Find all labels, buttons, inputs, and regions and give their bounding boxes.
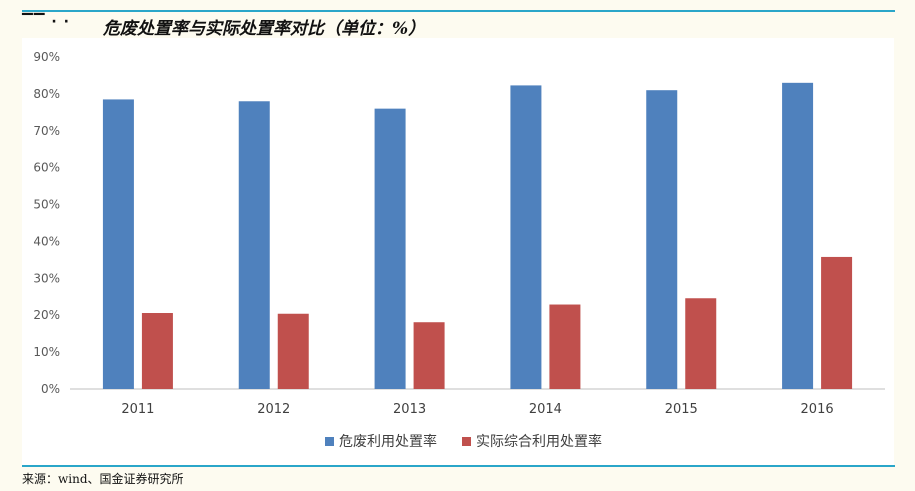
bar-actual-disposal-rate-2016: [821, 256, 853, 389]
x-tick-label: 2011: [121, 402, 154, 417]
bar-hazardous-disposal-rate-2014: [510, 85, 542, 389]
y-tick-label: 10%: [33, 345, 60, 359]
x-tick-label: 2012: [257, 402, 290, 417]
x-axis-labels: 2011 2012 2013 2014 2015 2016: [121, 402, 833, 417]
chart-title: 危废处置率与实际处置率对比（单位：%）: [103, 19, 426, 39]
y-axis-labels: 0% 10% 20% 30% 40% 50% 60% 70% 80% 90%: [33, 50, 60, 396]
bottom-rule: [22, 465, 895, 467]
legend-label: 危废利用处置率: [339, 433, 437, 450]
legend-swatch-0: [325, 437, 334, 446]
bar-actual-disposal-rate-2014: [549, 304, 581, 389]
y-tick-label: 40%: [33, 234, 60, 248]
y-tick-label: 20%: [33, 308, 60, 322]
bar-hazardous-disposal-rate-2015: [646, 90, 678, 389]
legend-label: 实际综合利用处置率: [476, 433, 602, 450]
x-tick-label: 2013: [393, 402, 426, 417]
bar-hazardous-disposal-rate-2013: [374, 108, 406, 390]
y-tick-label: 30%: [33, 271, 60, 285]
legend-swatch-1: [462, 437, 471, 446]
plot-panel: [22, 38, 894, 465]
y-tick-label: 60%: [33, 161, 60, 175]
y-tick-label: 90%: [33, 50, 60, 64]
figure-label-mark: ▔▔ · ·: [22, 14, 70, 30]
bars: [102, 82, 853, 390]
y-tick-label: 80%: [33, 87, 60, 101]
x-tick-label: 2016: [801, 402, 834, 417]
x-tick-label: 2014: [529, 402, 562, 417]
bar-hazardous-disposal-rate-2012: [238, 101, 270, 390]
bar-actual-disposal-rate-2011: [141, 313, 173, 389]
bar-hazardous-disposal-rate-2011: [102, 99, 134, 389]
bar-actual-disposal-rate-2013: [413, 322, 445, 389]
y-tick-label: 0%: [41, 382, 60, 396]
bar-hazardous-disposal-rate-2016: [782, 82, 814, 390]
legend: 危废利用处置率 实际综合利用处置率: [325, 433, 602, 450]
x-tick-label: 2015: [665, 402, 698, 417]
bar-actual-disposal-rate-2015: [685, 298, 717, 389]
y-tick-label: 50%: [33, 198, 60, 212]
top-rule: [22, 10, 895, 12]
y-tick-label: 70%: [33, 124, 60, 138]
bar-actual-disposal-rate-2012: [277, 313, 309, 389]
source-note: 来源：wind、国金证券研究所: [22, 472, 184, 486]
